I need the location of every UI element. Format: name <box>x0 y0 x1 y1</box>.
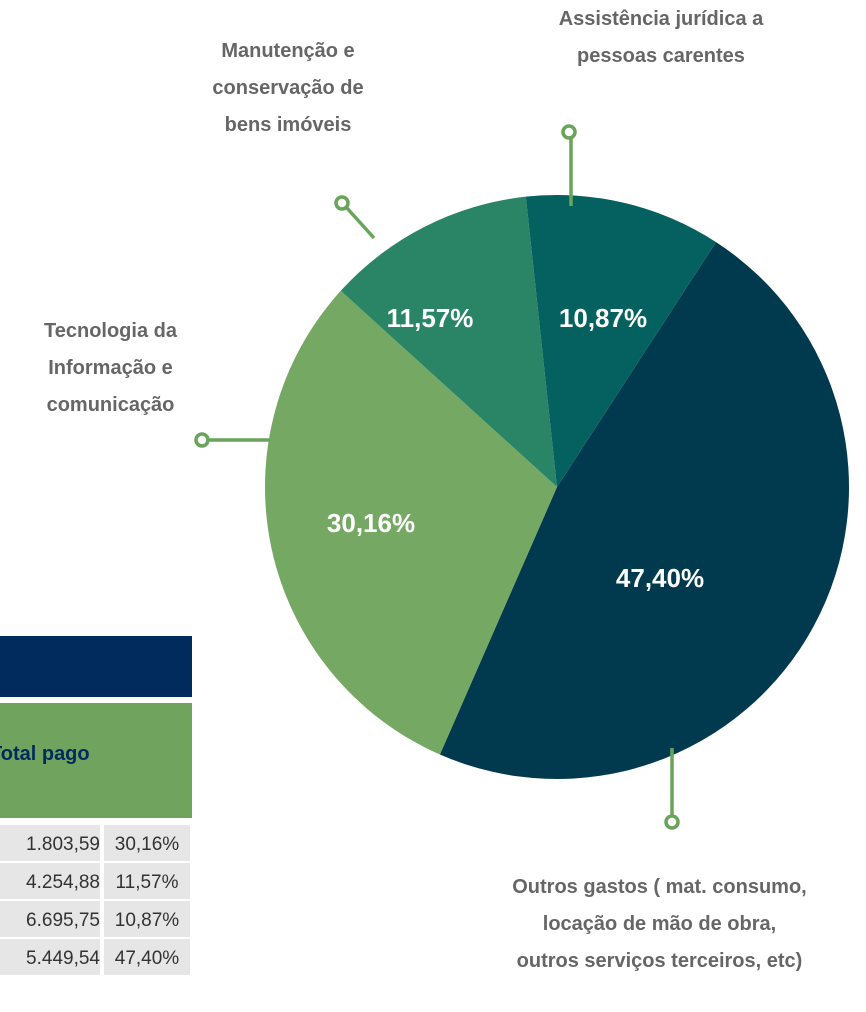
category-label: Assistência jurídica a pessoas carentes <box>411 1 866 75</box>
table-cell: 10,87% <box>104 901 190 937</box>
table-cell: 47,40% <box>104 939 190 975</box>
pie-slice <box>265 290 557 755</box>
pie-slice <box>340 196 557 487</box>
value-label: 10,87% <box>559 303 647 333</box>
table: Total pago 1.803,5930,16%4.254,8811,57%6… <box>0 636 192 1012</box>
callout-dot <box>194 432 210 448</box>
table-cell: 5.449,54 <box>0 939 100 975</box>
table-cell: 1.803,59 <box>0 825 100 861</box>
label-text: Assistência jurídica a pessoas carentes <box>558 8 764 67</box>
callout-dot <box>561 124 577 140</box>
value-label: 30,16% <box>327 508 415 538</box>
pie-slice <box>439 242 849 779</box>
callout-dot <box>664 814 680 830</box>
callout-dot <box>334 195 350 211</box>
value-label: 47,40% <box>616 563 704 593</box>
table-cell: 4.254,88 <box>0 863 100 899</box>
pie-slice <box>525 195 717 487</box>
table-title-row <box>0 636 192 697</box>
table-cell: 30,16% <box>104 825 190 861</box>
header-cell: Total pago <box>0 743 90 765</box>
callout-line <box>344 205 376 240</box>
table-cell: 11,57% <box>104 863 190 899</box>
table-header-row: Total pago <box>0 703 192 818</box>
table-cell: 6.695,75 <box>0 901 100 937</box>
category-label: Tecnologia da Informação e comunicação <box>44 320 177 416</box>
callouts <box>194 124 680 830</box>
category-label: Outros gastos ( mat. consumo, locação de… <box>512 876 807 972</box>
value-label: 11,57% <box>387 303 474 333</box>
pie: 47,40% 30,16% 11,57% 10,87% <box>265 195 849 779</box>
category-label: Manutenção e conservação de bens imóveis <box>212 40 364 136</box>
